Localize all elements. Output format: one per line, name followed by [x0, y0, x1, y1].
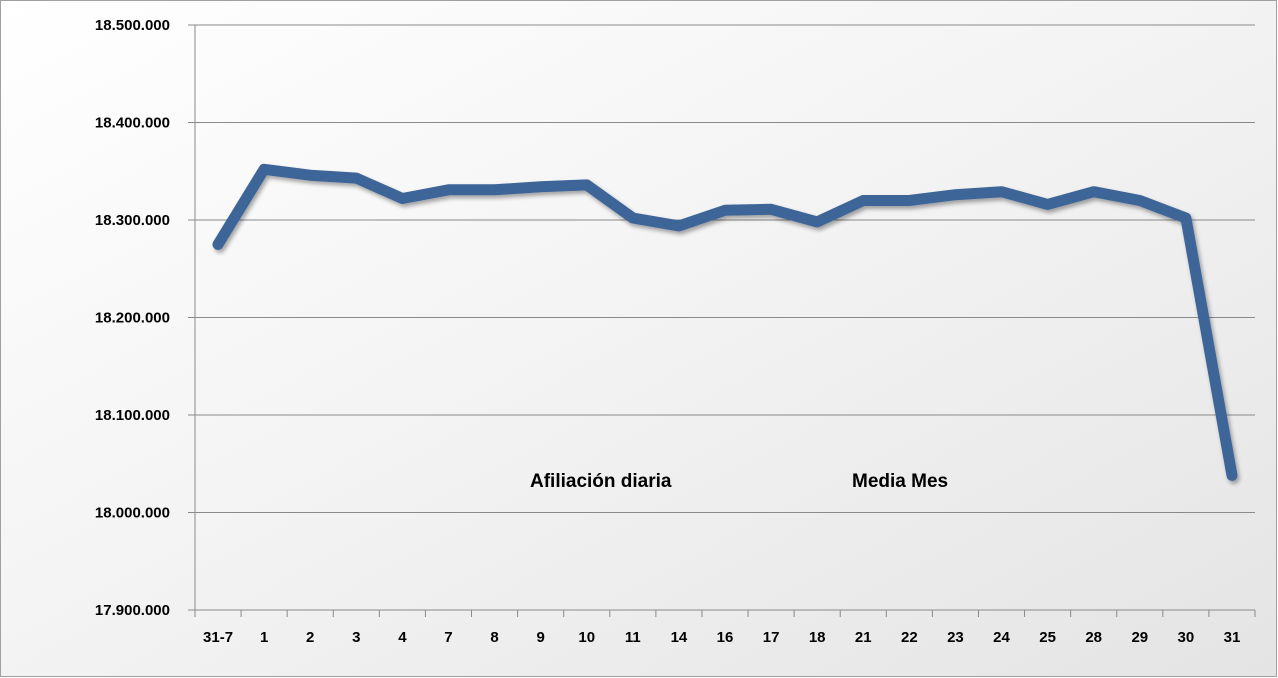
- x-tick-label: 28: [1085, 629, 1102, 646]
- legend: Afiliación diaria Media Mes: [456, 471, 948, 492]
- x-tick-label: 11: [625, 629, 641, 646]
- x-tick-label: 1: [260, 629, 268, 646]
- x-tick-label: 22: [901, 629, 918, 646]
- x-tick-label: 3: [352, 629, 360, 646]
- x-tick-label: 10: [578, 629, 595, 646]
- x-tick-label: 21: [855, 629, 872, 646]
- x-tick-label: 16: [717, 629, 734, 646]
- y-tick-label: 18.500.000: [95, 17, 170, 34]
- y-tick-label: 18.100.000: [95, 407, 170, 424]
- x-tick-label: 9: [536, 629, 544, 646]
- series-lines: [212, 163, 1238, 481]
- x-tick-label: 2: [306, 629, 314, 646]
- y-tick-label: 17.900.000: [95, 602, 170, 619]
- x-tick-label: 8: [490, 629, 498, 646]
- gridlines: [195, 24, 1255, 513]
- x-tick-labels: 31-7 1 2 3 4 7 8 9 10 11 14 16 17 18 21 22 23 24 25 28 29 30 3…: [203, 629, 1240, 646]
- x-tick-label: 23: [947, 629, 964, 646]
- axes: [188, 24, 1256, 617]
- x-tick-label: 4: [398, 629, 407, 646]
- x-tick-label: 24: [993, 629, 1010, 646]
- x-tick-label: 25: [1039, 629, 1056, 646]
- x-tick-label: 31: [1224, 629, 1241, 646]
- x-tick-label: 17: [763, 629, 780, 646]
- y-tick-label: 18.000.000: [95, 505, 170, 522]
- x-tick-label: 29: [1131, 629, 1148, 646]
- legend-label: Afiliación diaria: [530, 471, 672, 492]
- x-tick-label: 14: [671, 629, 688, 646]
- x-tick-label: 18: [809, 629, 826, 646]
- x-tick-label: 31-7: [203, 629, 233, 646]
- legend-label: Media Mes: [852, 471, 948, 492]
- y-tick-label: 18.400.000: [95, 115, 170, 132]
- x-tick-label: 7: [444, 629, 452, 646]
- y-tick-labels: 17.900.000 18.000.000 18.100.000 18.200.000…: [95, 17, 170, 619]
- y-tick-label: 18.300.000: [95, 212, 170, 229]
- y-tick-label: 18.200.000: [95, 310, 170, 327]
- x-tick-label: 30: [1178, 629, 1195, 646]
